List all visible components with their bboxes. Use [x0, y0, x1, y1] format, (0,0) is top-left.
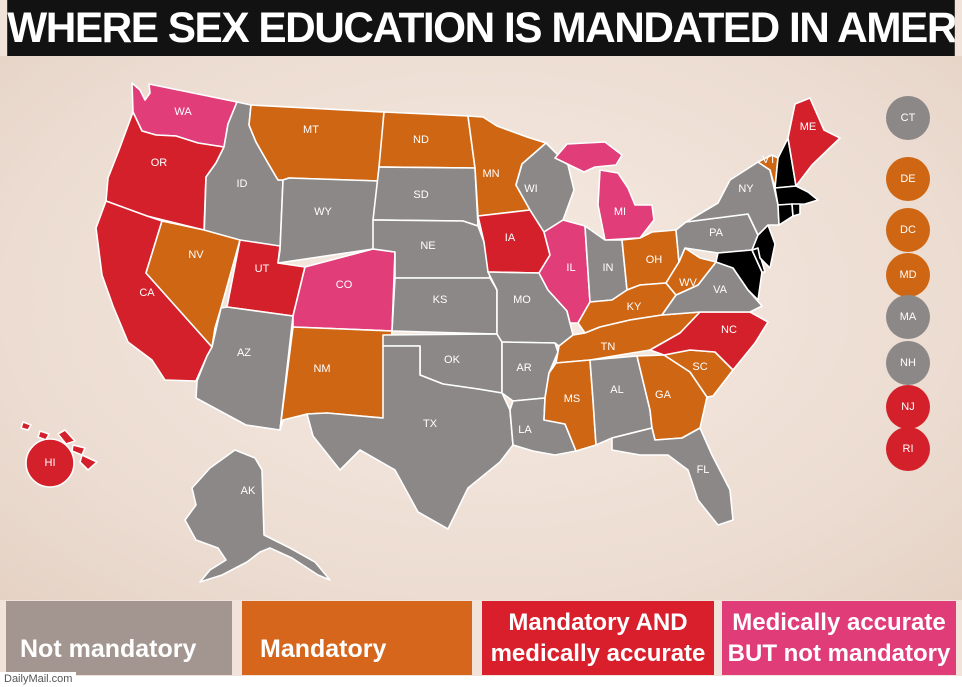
small-state-dc[interactable]: DC — [886, 208, 930, 252]
label-mn: MN — [482, 168, 499, 180]
state-ri[interactable] — [791, 203, 801, 217]
state-wy[interactable] — [277, 177, 380, 264]
label-nc: NC — [721, 324, 737, 336]
page-title: WHERE SEX EDUCATION IS MANDATED IN AMERI… — [7, 0, 955, 56]
label-ky: KY — [627, 301, 642, 313]
small-state-nh[interactable]: NH — [886, 341, 930, 385]
state-me[interactable] — [787, 97, 841, 187]
label-ms: MS — [564, 393, 581, 405]
label-ia: IA — [505, 232, 516, 244]
state-ak[interactable] — [184, 449, 331, 583]
label-ny: NY — [738, 183, 754, 195]
label-ar: AR — [516, 362, 531, 374]
small-state-ma[interactable]: MA — [886, 295, 930, 339]
state-ma[interactable] — [774, 185, 819, 206]
label-mt: MT — [303, 124, 319, 136]
state-ct[interactable] — [777, 203, 794, 226]
legend-accurate-line1: Medically accurate — [732, 609, 946, 636]
label-mi: MI — [614, 206, 626, 218]
state-wi[interactable] — [515, 142, 575, 233]
state-mi[interactable] — [554, 141, 655, 241]
label-wa: WA — [174, 106, 192, 118]
label-az: AZ — [237, 347, 251, 359]
label-nm: NM — [313, 363, 330, 375]
label-ok: OK — [444, 354, 461, 366]
label-id: ID — [237, 178, 248, 190]
label-sd: SD — [413, 189, 428, 201]
label-wi: WI — [524, 183, 537, 195]
label-nd: ND — [413, 134, 429, 146]
credit-text: DailyMail.com — [0, 672, 77, 687]
label-co: CO — [336, 279, 353, 291]
label-ks: KS — [433, 294, 448, 306]
label-mo: MO — [513, 294, 531, 306]
label-ut: UT — [255, 263, 270, 275]
state-tx[interactable] — [306, 345, 514, 530]
label-oh: OH — [646, 254, 663, 266]
label-vt: VT — [762, 154, 776, 166]
label-me: ME — [800, 121, 817, 133]
label-in: IN — [603, 262, 614, 274]
label-or: OR — [151, 157, 168, 169]
label-nv: NV — [188, 249, 204, 261]
label-sc: SC — [692, 361, 707, 373]
footer-bar — [0, 676, 962, 687]
label-tn: TN — [601, 341, 616, 353]
state-hi-islands — [20, 421, 98, 471]
label-pa: PA — [709, 227, 724, 239]
state-il[interactable] — [538, 219, 591, 324]
legend-mandatory-accurate-line2: medically accurate — [490, 640, 706, 667]
label-al: AL — [610, 384, 623, 396]
state-hi[interactable] — [25, 438, 75, 488]
label-tx: TX — [423, 418, 438, 430]
state-md[interactable] — [715, 249, 763, 301]
legend-not-mandatory: Not mandatory — [6, 601, 232, 675]
small-state-ct[interactable]: CT — [886, 96, 930, 140]
state-ks[interactable] — [391, 277, 498, 335]
legend-mandatory-accurate-line1: Mandatory AND — [508, 609, 688, 636]
label-wy: WY — [314, 206, 332, 218]
label-hi: HI — [45, 457, 56, 469]
label-ga: GA — [655, 389, 672, 401]
us-map: WA OR CA ID NV UT AZ MT WY CO NM ND SD N… — [0, 56, 962, 600]
legend-accurate-line2: BUT not mandatory — [727, 640, 951, 667]
legend-not-mandatory-label: Not mandatory — [20, 634, 197, 663]
state-labels: WA OR CA ID NV UT AZ MT WY CO NM ND SD N… — [45, 106, 817, 497]
small-state-nj[interactable]: NJ — [886, 385, 930, 429]
label-wv: WV — [679, 277, 697, 289]
label-va: VA — [713, 284, 728, 296]
small-state-md[interactable]: MD — [886, 253, 930, 297]
label-ca: CA — [139, 287, 155, 299]
state-nc[interactable] — [649, 311, 769, 371]
us-map-svg: WA OR CA ID NV UT AZ MT WY CO NM ND SD N… — [20, 82, 841, 583]
legend-mandatory-and-accurate: Mandatory AND medically accurate — [482, 601, 714, 675]
legend-accurate-not-mandatory: Medically accurate BUT not mandatory — [722, 601, 956, 675]
label-fl: FL — [697, 464, 710, 476]
label-ne: NE — [420, 240, 435, 252]
label-ak: AK — [241, 485, 256, 497]
legend-mandatory: Mandatory — [242, 601, 472, 675]
legend-mandatory-label: Mandatory — [260, 634, 387, 663]
small-state-de[interactable]: DE — [886, 157, 930, 201]
label-il: IL — [566, 262, 575, 274]
small-state-ri[interactable]: RI — [886, 427, 930, 471]
label-la: LA — [518, 424, 532, 436]
state-fl[interactable] — [611, 427, 734, 526]
